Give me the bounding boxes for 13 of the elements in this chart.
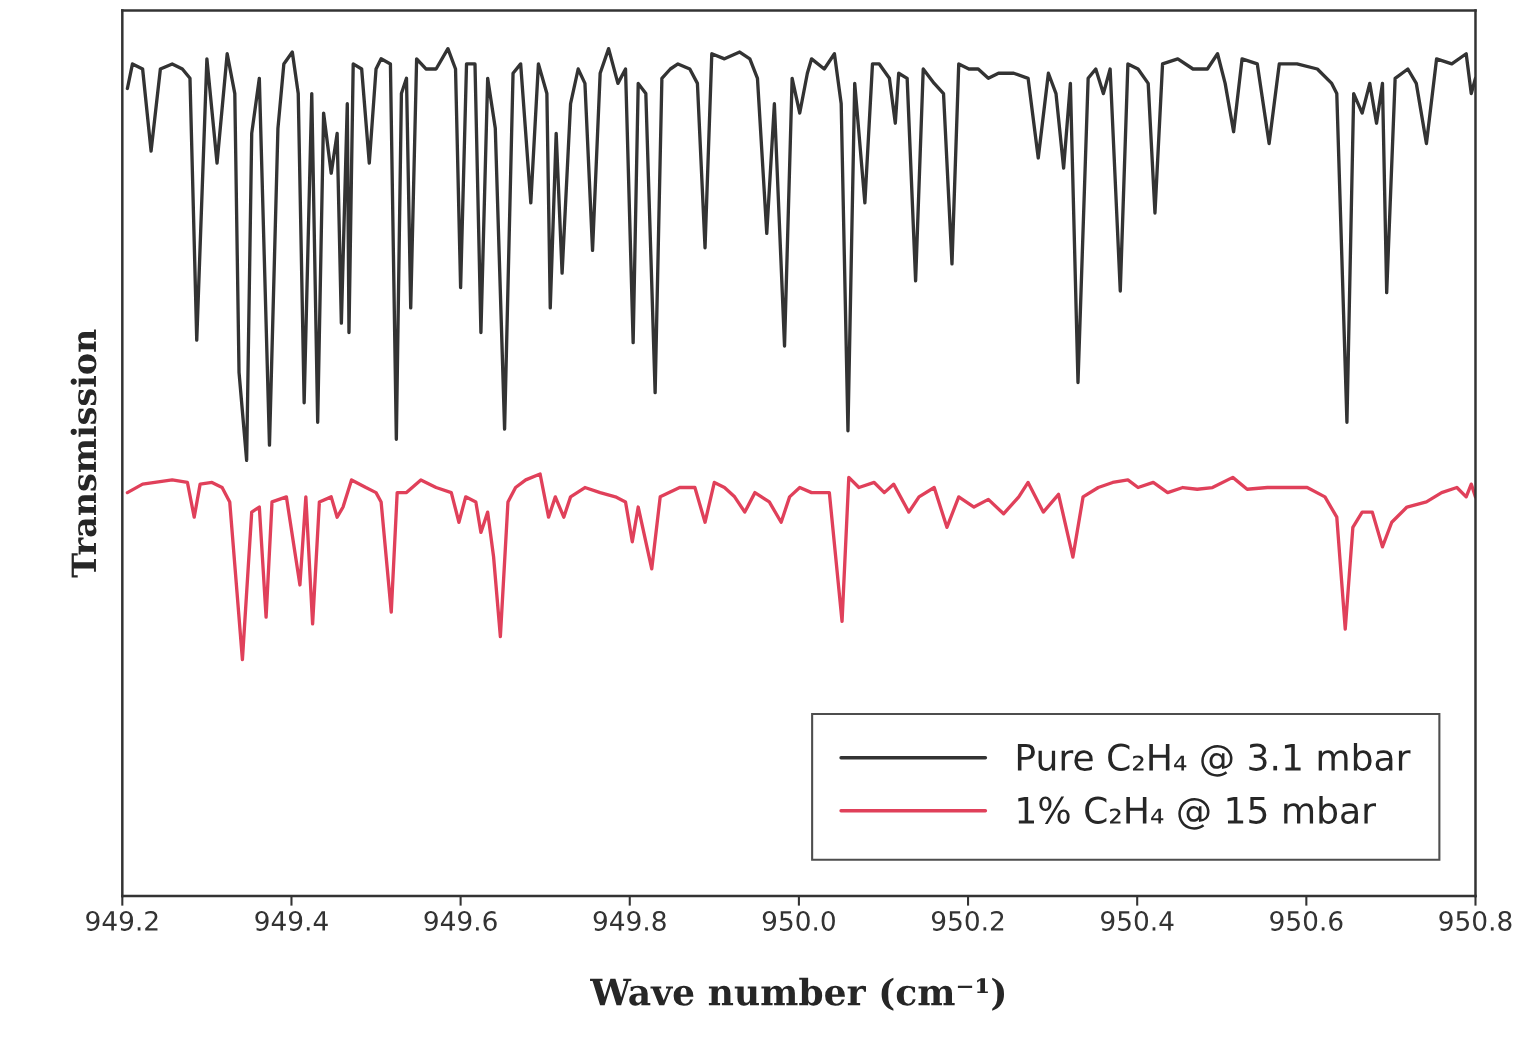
- legend-label: Pure C₂H₄ @ 3.1 mbar: [1017, 742, 1411, 777]
- x-tick-label: 949.8: [593, 910, 666, 931]
- x-tick-label: 949.4: [255, 910, 328, 931]
- x-tick-label: 949.2: [86, 910, 158, 931]
- x-tick-label: 950.6: [1270, 910, 1343, 931]
- x-tick-label: 949.6: [424, 910, 497, 931]
- x-tick-label: 950.8: [1439, 910, 1512, 931]
- y-axis-title: Transmission: [70, 329, 97, 578]
- x-tick-label: 950.0: [762, 910, 835, 931]
- x-axis-title: Wave number (cm⁻¹): [590, 977, 1005, 1011]
- legend-label: 1% C₂H₄ @ 15 mbar: [1018, 795, 1377, 830]
- x-tick-label: 950.2: [931, 910, 1004, 931]
- x-tick-label: 950.4: [1101, 910, 1174, 931]
